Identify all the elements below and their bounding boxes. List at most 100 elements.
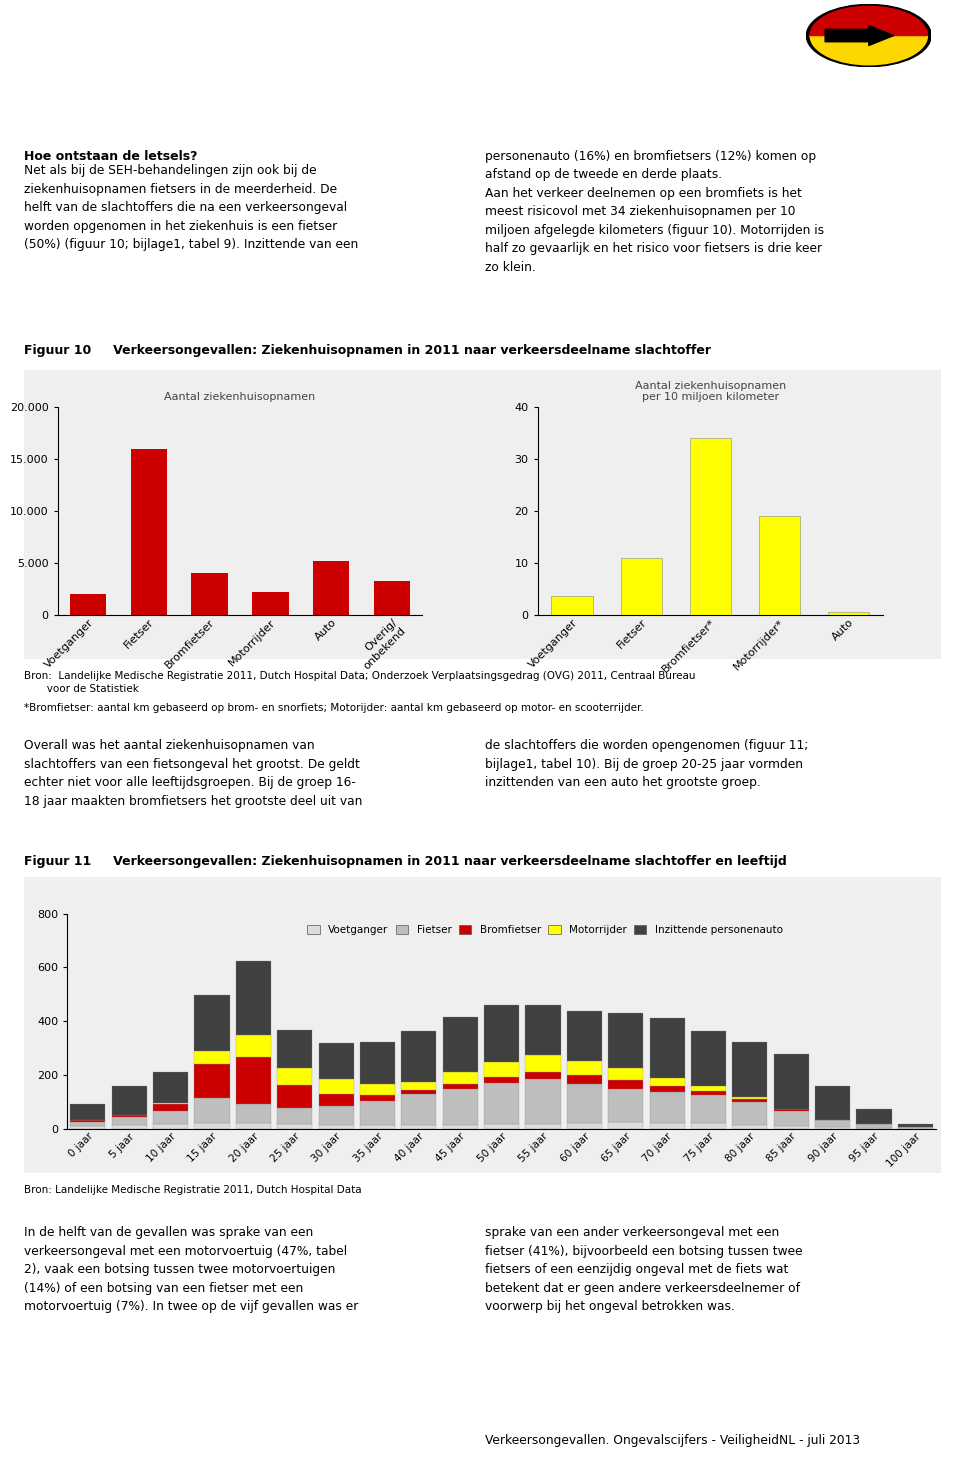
- Bar: [153, 1072, 188, 1103]
- Bar: [191, 573, 228, 615]
- Text: In de helft van de gevallen was sprake van een
verkeersongeval met een motorvoer: In de helft van de gevallen was sprake v…: [24, 1226, 358, 1314]
- Bar: [443, 1089, 478, 1124]
- Bar: [484, 1077, 519, 1083]
- Bar: [360, 1102, 396, 1126]
- Bar: [111, 1126, 147, 1129]
- Bar: [650, 1123, 684, 1129]
- Bar: [70, 1121, 106, 1127]
- Bar: [608, 1123, 643, 1129]
- Bar: [153, 1105, 188, 1111]
- Bar: [608, 1013, 643, 1068]
- Bar: [195, 1052, 229, 1063]
- Text: Hoe ontstaan de letsels?: Hoe ontstaan de letsels?: [24, 150, 198, 163]
- Bar: [856, 1109, 892, 1124]
- Bar: [732, 1099, 767, 1102]
- Bar: [566, 1075, 602, 1084]
- Bar: [620, 557, 662, 615]
- Bar: [195, 1099, 229, 1123]
- Wedge shape: [810, 36, 927, 65]
- Title: Aantal ziekenhuisopnamen
per 10 miljoen kilometer: Aantal ziekenhuisopnamen per 10 miljoen …: [635, 381, 786, 403]
- Legend: Voetganger, Fietser, Bromfietser, Motorrijder, Inzittende personenauto: Voetganger, Fietser, Bromfietser, Motorr…: [303, 921, 787, 939]
- Bar: [277, 1068, 312, 1086]
- Bar: [111, 1117, 147, 1126]
- Bar: [566, 1123, 602, 1129]
- Bar: [443, 1084, 478, 1089]
- Bar: [566, 1084, 602, 1123]
- Text: Figuur 11     Verkeersongevallen: Ziekenhuisopnamen in 2011 naar verkeersdeelnam: Figuur 11 Verkeersongevallen: Ziekenhuis…: [24, 855, 787, 868]
- Bar: [360, 1084, 396, 1096]
- Bar: [277, 1108, 312, 1124]
- Bar: [525, 1124, 561, 1129]
- Bar: [401, 1094, 437, 1126]
- Bar: [195, 1123, 229, 1129]
- Bar: [277, 1086, 312, 1108]
- Bar: [484, 1083, 519, 1124]
- Bar: [153, 1124, 188, 1129]
- Bar: [898, 1124, 933, 1127]
- Bar: [360, 1043, 396, 1084]
- Bar: [401, 1126, 437, 1129]
- Text: Net als bij de SEH-behandelingen zijn ook bij de
ziekenhuisopnamen fietsers in d: Net als bij de SEH-behandelingen zijn oo…: [24, 164, 358, 252]
- Bar: [856, 1124, 892, 1127]
- Bar: [774, 1053, 808, 1109]
- Bar: [195, 1063, 229, 1099]
- Text: de slachtoffers die worden opengenomen (figuur 11;
bijlage1, tabel 10). Bij de g: de slachtoffers die worden opengenomen (…: [485, 739, 808, 789]
- Bar: [360, 1126, 396, 1129]
- Bar: [551, 597, 593, 615]
- Wedge shape: [810, 6, 927, 36]
- Bar: [70, 594, 107, 615]
- Bar: [373, 582, 410, 615]
- Bar: [650, 1017, 684, 1078]
- Bar: [732, 1043, 767, 1097]
- Bar: [319, 1094, 353, 1106]
- Bar: [319, 1080, 353, 1094]
- Bar: [277, 1031, 312, 1068]
- Bar: [236, 1057, 271, 1105]
- Bar: [111, 1115, 147, 1117]
- Bar: [815, 1121, 851, 1127]
- Bar: [236, 1105, 271, 1123]
- Bar: [774, 1126, 808, 1129]
- Bar: [484, 1124, 519, 1129]
- Bar: [443, 1017, 478, 1072]
- Bar: [70, 1127, 106, 1129]
- Bar: [691, 1090, 726, 1094]
- Bar: [443, 1072, 478, 1084]
- Bar: [484, 1062, 519, 1077]
- Bar: [650, 1078, 684, 1086]
- Bar: [689, 438, 732, 615]
- Bar: [566, 1012, 602, 1060]
- Bar: [360, 1096, 396, 1102]
- Bar: [650, 1086, 684, 1091]
- Bar: [277, 1124, 312, 1129]
- Bar: [815, 1086, 851, 1120]
- Bar: [691, 1123, 726, 1129]
- Bar: [525, 1080, 561, 1124]
- Text: Bron:  Landelijke Medische Registratie 2011, Dutch Hospital Data; Onderzoek Verp: Bron: Landelijke Medische Registratie 20…: [24, 671, 695, 695]
- Bar: [525, 1006, 561, 1054]
- Bar: [111, 1087, 147, 1115]
- Bar: [313, 561, 349, 615]
- Bar: [236, 1123, 271, 1129]
- Bar: [525, 1072, 561, 1080]
- Text: *Bromfietser: aantal km gebaseerd op brom- en snorfiets; Motorijder: aantal km g: *Bromfietser: aantal km gebaseerd op bro…: [24, 703, 644, 714]
- Circle shape: [806, 4, 931, 67]
- Bar: [195, 995, 229, 1052]
- Bar: [774, 1111, 808, 1126]
- Bar: [691, 1094, 726, 1123]
- Bar: [401, 1090, 437, 1094]
- Bar: [236, 961, 271, 1035]
- Bar: [484, 1004, 519, 1062]
- Bar: [608, 1080, 643, 1089]
- Bar: [525, 1054, 561, 1072]
- Bar: [566, 1060, 602, 1075]
- Title: Aantal ziekenhuisopnamen: Aantal ziekenhuisopnamen: [164, 392, 316, 403]
- Bar: [732, 1124, 767, 1129]
- Bar: [774, 1109, 808, 1111]
- Bar: [153, 1111, 188, 1124]
- Bar: [131, 449, 167, 615]
- Bar: [443, 1124, 478, 1129]
- Text: Figuur 10     Verkeersongevallen: Ziekenhuisopnamen in 2011 naar verkeersdeelnam: Figuur 10 Verkeersongevallen: Ziekenhuis…: [24, 344, 711, 357]
- Bar: [236, 1035, 271, 1057]
- Bar: [608, 1068, 643, 1080]
